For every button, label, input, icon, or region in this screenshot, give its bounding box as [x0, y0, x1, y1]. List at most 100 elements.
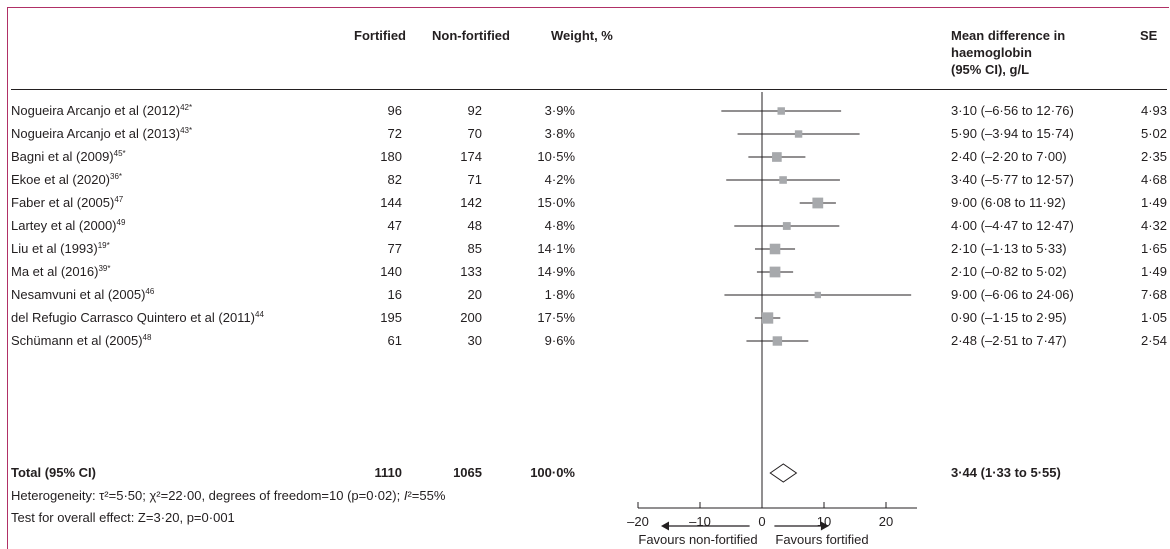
header-se: SE	[1140, 28, 1158, 43]
study-se: 2·35	[1140, 149, 1167, 164]
study-weight: 9·6%	[544, 333, 575, 348]
study-ci-text: 3·40 (–5·77 to 12·57)	[951, 172, 1074, 187]
study-se: 5·02	[1140, 126, 1167, 141]
study-ci-text: 2·40 (–2·20 to 7·00)	[951, 149, 1067, 164]
study-fortified: 144	[380, 195, 402, 210]
weight-square	[779, 176, 787, 184]
study-author: Bagni et al (2009)45*	[11, 149, 126, 165]
study-ci-text: 9·00 (6·08 to 11·92)	[951, 195, 1066, 210]
study-ci-text: 2·10 (–0·82 to 5·02)	[951, 264, 1067, 279]
study-author: Liu et al (1993)19*	[11, 241, 110, 257]
study-ci-text: 9·00 (–6·06 to 24·06)	[951, 287, 1074, 302]
total-label: Total (95% CI)	[11, 465, 96, 480]
study-fortified: 195	[380, 310, 402, 325]
study-weight: 14·1%	[537, 241, 575, 256]
study-ci-text: 5·90 (–3·94 to 15·74)	[951, 126, 1074, 141]
study-weight: 1·8%	[544, 287, 575, 302]
study-author-name: Liu et al (1993)	[11, 241, 98, 256]
study-reference: 47	[114, 195, 124, 204]
header-fortified: Fortified	[354, 28, 406, 43]
total-weight: 100·0%	[530, 465, 575, 480]
study-reference: 49	[116, 218, 126, 227]
header-weight: Weight, %	[551, 28, 613, 43]
total-diamond	[769, 463, 798, 483]
study-author-name: Schümann et al (2005)	[11, 333, 143, 348]
study-weight: 4·2%	[544, 172, 575, 187]
study-author: Nogueira Arcanjo et al (2013)43*	[11, 126, 192, 142]
study-ci-text: 4·00 (–4·47 to 12·47)	[951, 218, 1074, 233]
study-weight: 3·9%	[544, 103, 575, 118]
study-se: 1·49	[1140, 264, 1167, 279]
study-se: 7·68	[1140, 287, 1167, 302]
weight-square	[777, 107, 785, 115]
study-fortified: 77	[387, 241, 402, 256]
study-non-fortified: 71	[467, 172, 482, 187]
study-weight: 3·8%	[544, 126, 575, 141]
study-fortified: 72	[387, 126, 402, 141]
study-fortified: 180	[380, 149, 402, 164]
study-author: Schümann et al (2005)48	[11, 333, 151, 349]
weight-square	[794, 130, 803, 138]
total-non-fortified: 1065	[453, 465, 482, 480]
study-fortified: 16	[387, 287, 402, 302]
study-author: Ekoe et al (2020)36*	[11, 172, 122, 188]
study-ci-text: 0·90 (–1·15 to 2·95)	[951, 310, 1067, 325]
study-reference: 43*	[180, 126, 193, 135]
study-fortified: 61	[387, 333, 402, 348]
study-non-fortified: 142	[460, 195, 482, 210]
weight-square	[812, 197, 824, 209]
study-non-fortified: 70	[467, 126, 482, 141]
study-se: 1·49	[1140, 195, 1167, 210]
heterogeneity-prefix: Heterogeneity: τ²=5·50; χ²=22·00, degree…	[11, 488, 404, 503]
study-author-name: Ma et al (2016)	[11, 264, 99, 279]
study-reference: 42*	[180, 103, 193, 112]
study-reference: 36*	[110, 172, 123, 181]
header-non-fortified: Non-fortified	[432, 28, 510, 43]
i2-symbol: I	[403, 488, 408, 503]
study-fortified: 47	[387, 218, 402, 233]
heterogeneity-note: Heterogeneity: τ²=5·50; χ²=22·00, degree…	[11, 488, 445, 504]
overall-effect-note: Test for overall effect: Z=3·20, p=0·001	[11, 510, 235, 525]
study-author: del Refugio Carrasco Quintero et al (201…	[11, 310, 264, 326]
weight-square	[814, 291, 821, 299]
left-border	[7, 7, 8, 549]
study-author: Faber et al (2005)47	[11, 195, 123, 211]
x-tick-label: –20	[627, 514, 649, 529]
x-tick-label: 0	[758, 514, 765, 529]
study-non-fortified: 48	[467, 218, 482, 233]
weight-square	[761, 312, 774, 324]
study-non-fortified: 174	[460, 149, 482, 164]
study-author-name: Nogueira Arcanjo et al (2012)	[11, 103, 181, 118]
total-ci-text: 3·44 (1·33 to 5·55)	[951, 465, 1061, 480]
x-tick-label: 20	[879, 514, 893, 529]
study-author: Ma et al (2016)39*	[11, 264, 110, 280]
study-non-fortified: 20	[467, 287, 482, 302]
study-non-fortified: 200	[460, 310, 482, 325]
study-author-name: Nogueira Arcanjo et al (2013)	[11, 126, 181, 141]
study-reference: 44	[255, 310, 264, 319]
study-author-name: del Refugio Carrasco Quintero et al (201…	[11, 310, 255, 325]
weight-square	[782, 222, 791, 230]
study-ci-text: 2·10 (–1·13 to 5·33)	[951, 241, 1067, 256]
study-author-name: Ekoe et al (2020)	[11, 172, 111, 187]
study-se: 1·65	[1140, 241, 1167, 256]
study-non-fortified: 30	[467, 333, 482, 348]
study-reference: 39*	[98, 264, 111, 273]
favours-left-label: Favours non-fortified	[638, 532, 757, 547]
study-weight: 17·5%	[537, 310, 575, 325]
header-separator	[11, 89, 1167, 90]
study-non-fortified: 92	[467, 103, 482, 118]
weight-square	[769, 266, 781, 278]
study-se: 4·93	[1140, 103, 1167, 118]
study-reference: 48	[142, 333, 152, 342]
weight-square	[769, 243, 781, 255]
study-weight: 14·9%	[537, 264, 575, 279]
study-author: Lartey et al (2000)49	[11, 218, 125, 234]
study-author-name: Nesamvuni et al (2005)	[11, 287, 146, 302]
study-weight: 4·8%	[544, 218, 575, 233]
weight-square	[772, 336, 783, 346]
study-se: 4·68	[1140, 172, 1167, 187]
study-se: 1·05	[1140, 310, 1167, 325]
